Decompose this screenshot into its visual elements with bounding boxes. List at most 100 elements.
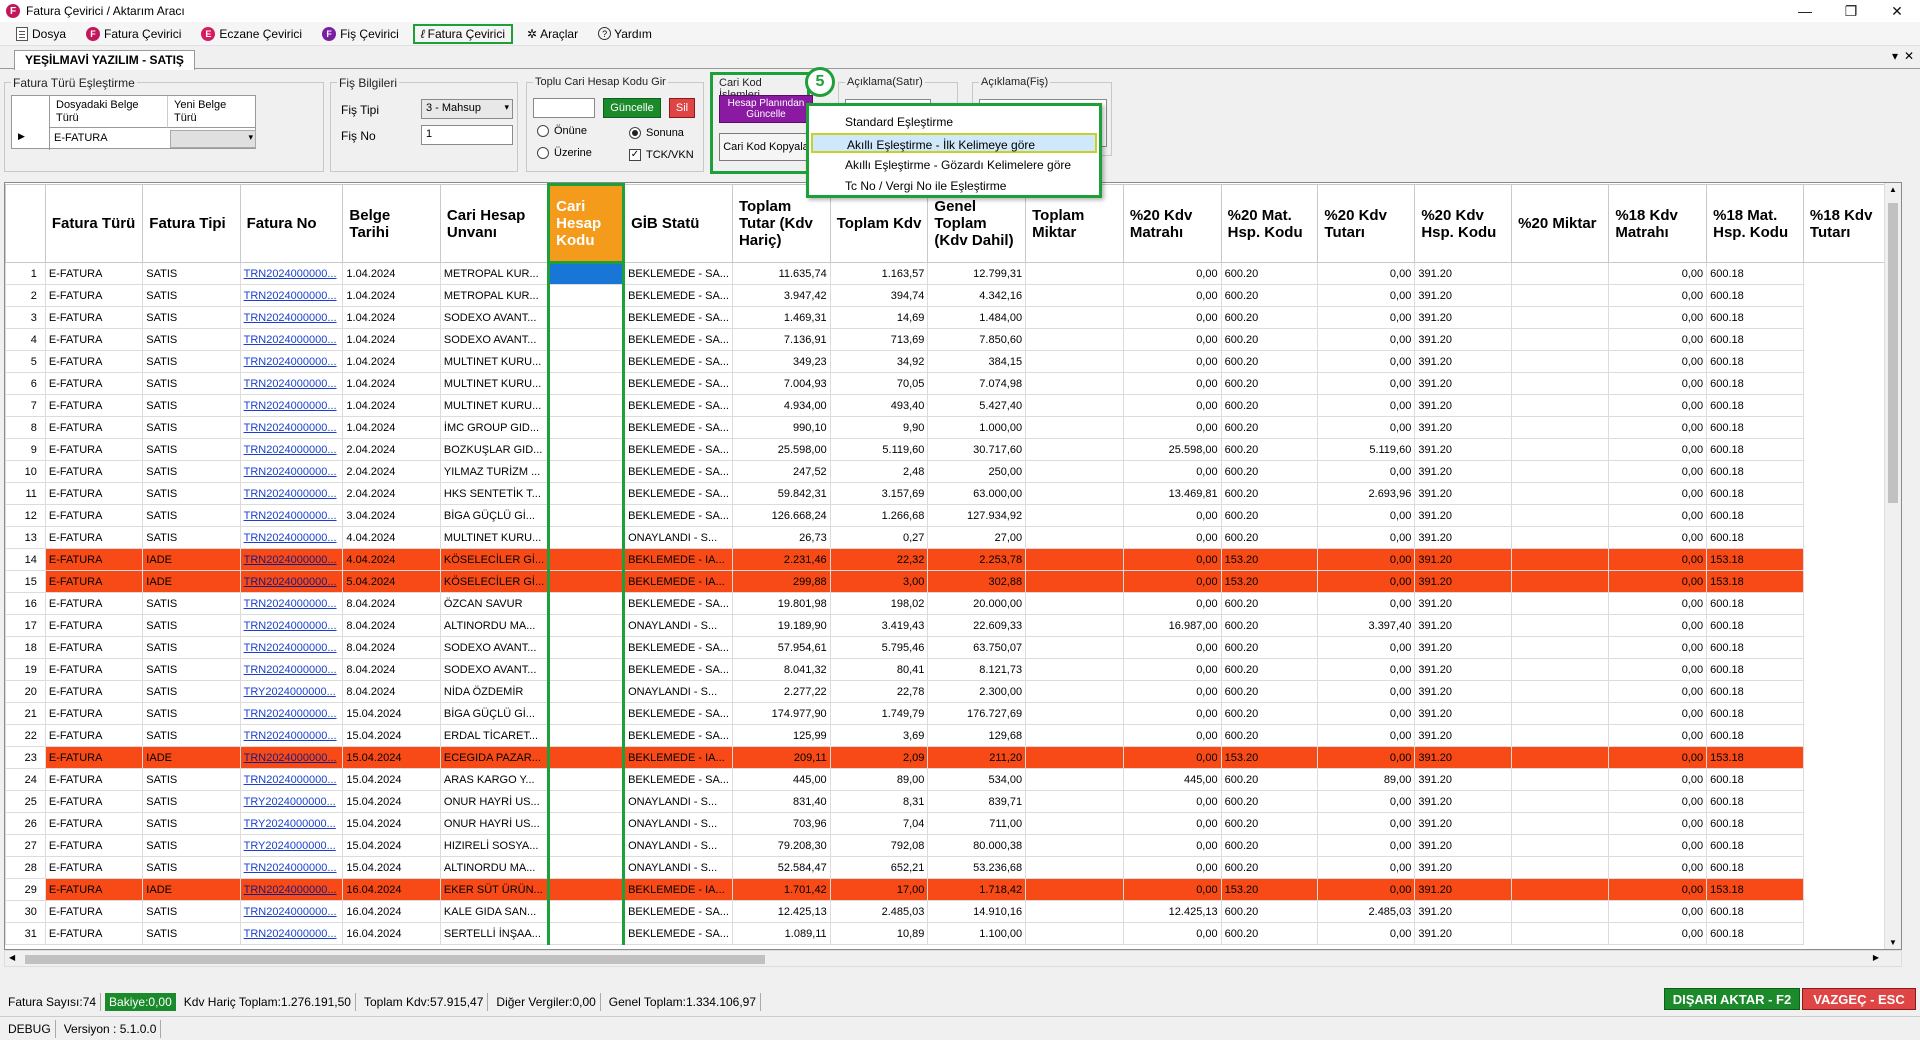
column-header[interactable]: Cari Hesap Kodu	[547, 183, 626, 264]
fatura-no-link[interactable]: TRN2024000000...	[239, 526, 344, 549]
scroll-left-icon[interactable]: ◀	[9, 953, 16, 962]
menu-standard-eslestirme[interactable]: Standard Eşleştirme	[845, 115, 954, 129]
table-row[interactable]: 17 E-FATURA SATIS TRN2024000000... 8.04.2024…	[5, 614, 1901, 637]
column-header[interactable]: %18 Kdv Matrahı	[1608, 184, 1708, 263]
table-row[interactable]: 12 E-FATURA SATIS TRN2024000000... 3.04.2024…	[5, 504, 1901, 527]
fatura-no-link[interactable]: TRN2024000000...	[239, 284, 344, 307]
table-row[interactable]: 29 E-FATURA IADE TRN2024000000... 16.04.2024…	[5, 878, 1901, 901]
table-row[interactable]: 5 E-FATURA SATIS TRN2024000000... 1.04.2024 M…	[5, 350, 1901, 373]
fatura-no-link[interactable]: TRY2024000000...	[239, 790, 344, 813]
fatura-no-link[interactable]: TRN2024000000...	[239, 416, 344, 439]
column-header[interactable]: %20 Miktar	[1511, 184, 1610, 263]
menu-yardim[interactable]: ? Yardım	[592, 24, 658, 44]
fatura-no-link[interactable]: TRN2024000000...	[239, 724, 344, 747]
cari-hesap-kodu-cell[interactable]	[547, 328, 626, 351]
yeni-belge-turu-select[interactable]: ▾	[170, 130, 256, 148]
fatura-no-link[interactable]: TRN2024000000...	[239, 922, 344, 945]
fatura-no-link[interactable]: TRN2024000000...	[239, 768, 344, 791]
table-row[interactable]: 13 E-FATURA SATIS TRN2024000000... 4.04.2024…	[5, 526, 1901, 549]
menu-akilli-gozardi[interactable]: Akıllı Eşleştirme - Gözardı Kelimelere g…	[845, 158, 1072, 172]
table-row[interactable]: 30 E-FATURA SATIS TRN2024000000... 16.04.202…	[5, 900, 1901, 923]
fatura-no-link[interactable]: TRN2024000000...	[239, 856, 344, 879]
cari-hesap-kodu-cell[interactable]	[547, 284, 626, 307]
table-row[interactable]: 27 E-FATURA SATIS TRY2024000000... 15.04.202…	[5, 834, 1901, 857]
guncelle-button[interactable]: Güncelle	[603, 98, 661, 118]
cari-hesap-kodu-cell[interactable]	[547, 614, 626, 637]
cari-hesap-kodu-cell[interactable]	[547, 438, 626, 461]
table-row[interactable]: 4 E-FATURA SATIS TRN2024000000... 1.04.2024 S…	[5, 328, 1901, 351]
table-row[interactable]: 24 E-FATURA SATIS TRN2024000000... 15.04.202…	[5, 768, 1901, 791]
cari-hesap-kodu-cell[interactable]	[547, 592, 626, 615]
fatura-no-link[interactable]: TRN2024000000...	[239, 636, 344, 659]
column-header[interactable]: Fatura Türü	[44, 184, 144, 263]
vertical-scrollbar[interactable]: ▲ ▼	[1884, 183, 1901, 949]
cari-hesap-kodu-cell[interactable]	[547, 416, 626, 439]
fatura-no-link[interactable]: TRN2024000000...	[239, 702, 344, 725]
fatura-no-link[interactable]: TRN2024000000...	[239, 306, 344, 329]
fatura-no-link[interactable]: TRN2024000000...	[239, 460, 344, 483]
cari-hesap-kodu-cell[interactable]	[547, 460, 626, 483]
cari-hesap-kodu-cell[interactable]	[547, 746, 626, 769]
hesap-planindan-guncelle-button[interactable]: Hesap Planından Güncelle	[719, 95, 813, 123]
table-row[interactable]: 20 E-FATURA SATIS TRY2024000000... 8.04.2024…	[5, 680, 1901, 703]
horizontal-scroll-thumb[interactable]	[25, 955, 765, 964]
column-header[interactable]: %18 Mat. Hsp. Kodu	[1706, 184, 1804, 263]
column-header[interactable]: Fatura Tipi	[142, 184, 241, 263]
column-header[interactable]: %20 Kdv Tutarı	[1317, 184, 1416, 263]
sonuna-radio[interactable]	[629, 127, 641, 139]
cari-hesap-kodu-cell[interactable]	[547, 636, 626, 659]
table-row[interactable]: 28 E-FATURA SATIS TRN2024000000... 15.04.202…	[5, 856, 1901, 879]
table-row[interactable]: 21 E-FATURA SATIS TRN2024000000... 15.04.202…	[5, 702, 1901, 725]
table-row[interactable]: 8 E-FATURA SATIS TRN2024000000... 1.04.2024 İ…	[5, 416, 1901, 439]
vazgec-button[interactable]: VAZGEÇ - ESC	[1802, 988, 1916, 1010]
menu-eczane-cevirici[interactable]: E Eczane Çevirici	[195, 24, 308, 44]
table-row[interactable]: 14 E-FATURA IADE TRN2024000000... 4.04.2024 K…	[5, 548, 1901, 571]
cari-hesap-kodu-cell[interactable]	[547, 350, 626, 373]
cari-hesap-kodu-cell[interactable]	[547, 372, 626, 395]
table-row[interactable]: 19 E-FATURA SATIS TRN2024000000... 8.04.2024…	[5, 658, 1901, 681]
fatura-no-link[interactable]: TRN2024000000...	[239, 372, 344, 395]
fatura-no-link[interactable]: TRN2024000000...	[239, 438, 344, 461]
column-header[interactable]: %20 Mat. Hsp. Kodu	[1220, 184, 1319, 263]
cari-hesap-kodu-cell[interactable]	[547, 680, 626, 703]
cari-hesap-kodu-cell[interactable]	[547, 262, 626, 285]
cari-hesap-kodu-cell[interactable]	[547, 570, 626, 593]
table-row[interactable]: 11 E-FATURA SATIS TRN2024000000... 2.04.2024…	[5, 482, 1901, 505]
fatura-no-link[interactable]: TRN2024000000...	[239, 570, 344, 593]
cari-hesap-kodu-cell[interactable]	[547, 548, 626, 571]
menu-araclar[interactable]: ✲ Araçlar	[527, 26, 579, 41]
fatura-no-link[interactable]: TRN2024000000...	[239, 262, 344, 285]
cari-hesap-kodu-cell[interactable]	[547, 834, 626, 857]
scroll-right-icon[interactable]: ▶	[1872, 953, 1879, 962]
cari-hesap-kodu-cell[interactable]	[547, 482, 626, 505]
cari-hesap-kodu-cell[interactable]	[547, 790, 626, 813]
horizontal-scrollbar[interactable]: ◀ ▶	[4, 950, 1902, 967]
column-header[interactable]: %20 Kdv Matrahı	[1122, 184, 1222, 263]
tck-vkn-checkbox[interactable]: ✓	[629, 149, 641, 161]
column-header[interactable]: Fatura No	[239, 184, 344, 263]
fatura-no-link[interactable]: TRN2024000000...	[239, 592, 344, 615]
tab-yesilmavi-satis[interactable]: YEŞİLMAVİ YAZILIM - SATIŞ	[14, 50, 195, 70]
disari-aktar-button[interactable]: DIŞARI AKTAR - F2	[1664, 988, 1800, 1010]
fatura-no-link[interactable]: TRN2024000000...	[239, 482, 344, 505]
fatura-no-link[interactable]: TRN2024000000...	[239, 658, 344, 681]
fatura-no-link[interactable]: TRY2024000000...	[239, 812, 344, 835]
fatura-no-link[interactable]: TRY2024000000...	[239, 834, 344, 857]
column-header[interactable]: GİB Statü	[623, 184, 733, 263]
table-row[interactable]: 22 E-FATURA SATIS TRN2024000000... 15.04.202…	[5, 724, 1901, 747]
cari-hesap-kodu-cell[interactable]	[547, 768, 626, 791]
maximize-button[interactable]: ❐	[1844, 2, 1858, 19]
fis-tipi-select[interactable]: 3 - Mahsup ▾	[421, 99, 513, 119]
cari-hesap-kodu-cell[interactable]	[547, 306, 626, 329]
fatura-no-link[interactable]: TRY2024000000...	[239, 680, 344, 703]
fatura-no-link[interactable]: TRN2024000000...	[239, 548, 344, 571]
table-row[interactable]: 6 E-FATURA SATIS TRN2024000000... 1.04.2024 M…	[5, 372, 1901, 395]
fis-no-input[interactable]: 1	[421, 125, 513, 145]
cari-hesap-kodu-cell[interactable]	[547, 878, 626, 901]
menu-fis-cevirici[interactable]: F Fiş Çevirici	[316, 24, 405, 44]
cari-kod-kopyala-button[interactable]: Cari Kod Kopyala	[719, 133, 813, 161]
cari-hesap-kodu-cell[interactable]	[547, 658, 626, 681]
menu-fatura-cevirici[interactable]: F Fatura Çevirici	[80, 24, 187, 44]
table-row[interactable]: 7 E-FATURA SATIS TRN2024000000... 1.04.2024 M…	[5, 394, 1901, 417]
tab-close-icon[interactable]: ✕	[1903, 49, 1914, 63]
